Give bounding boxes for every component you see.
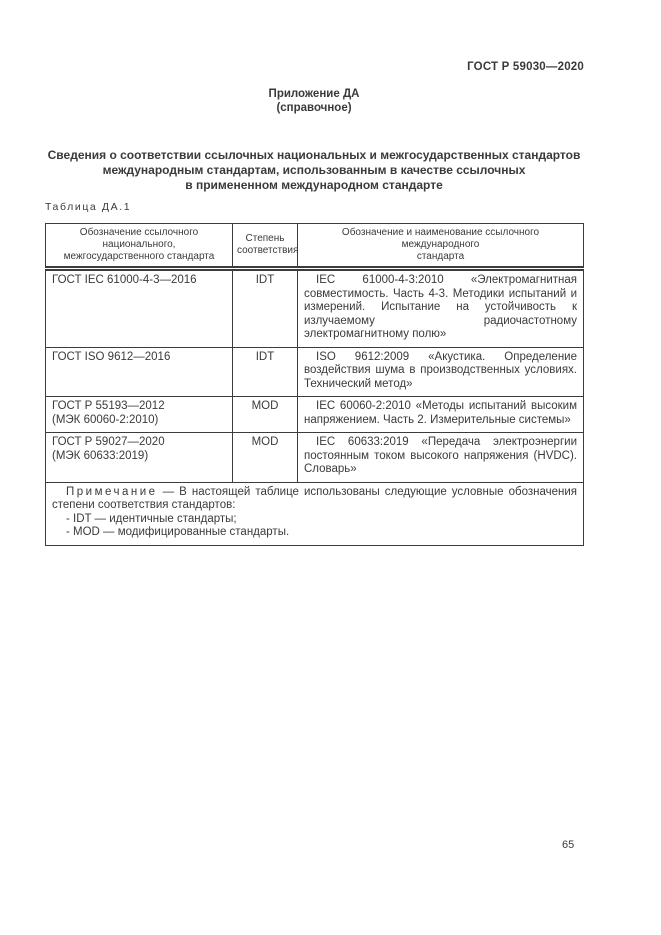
cell-degree: IDT [232,268,298,348]
appendix-heading: Приложение ДА (справочное) [45,87,583,115]
table-label: Таблица ДА.1 [45,201,132,213]
cell-international: ISO 9612:2009 «Акустика. Определение воз… [297,346,584,397]
appendix-subtitle: (справочное) [276,102,352,114]
table-row: ГОСТ Р 55193—2012 (МЭК 60060-2:2010) MOD I… [45,396,584,433]
note-items: - IDT — идентичные стандарты; - MOD — мод… [52,513,577,540]
cell-degree: MOD [232,396,298,433]
cell-degree: IDT [232,346,298,397]
cell-degree: MOD [232,432,298,483]
table-row: ГОСТ ISO 9612—2016 IDT ISO 9612:2009 «Акус… [45,346,584,397]
note-item: - IDT — идентичные стандарты; [66,512,237,525]
note-item: - MOD — модифицированные стандарты. [66,526,290,538]
column-header-national: Обозначение ссылочного национального, ме… [45,223,233,271]
correspondence-table: Обозначение ссылочного национального, ме… [45,223,584,546]
table-body: ГОСТ IEC 61000-4-3—2016 IDT IEC 61000-4-3:… [45,268,584,483]
page-number: 65 [562,839,575,851]
running-head: ГОСТ Р 59030—2020 [467,61,584,73]
cell-national: ГОСТ Р 59027—2020 (МЭК 60633:2019) [45,432,233,483]
table-footer: Примечание — В настоящей таблице использ… [45,481,584,546]
cell-international: IEC 60633:2019 «Передача электроэнергии … [297,432,584,483]
cell-national: ГОСТ ISO 9612—2016 [45,346,233,397]
note-row: Примечание — В настоящей таблице использ… [45,481,584,546]
note-label: Примечание [66,485,158,498]
cell-national: ГОСТ IEC 61000-4-3—2016 [45,268,233,348]
cell-international: IEC 61000-4-3:2010 «Электромагнитная сов… [297,268,584,348]
appendix-title: Приложение ДА [268,88,360,100]
cell-international: IEC 60060-2:2010 «Методы испытаний высок… [297,396,584,433]
table-header: Обозначение ссылочного национального, ме… [45,223,584,271]
note-text: — В настоящей таблице использованы следу… [52,485,577,512]
column-header-degree: Степень соответствия [232,223,298,271]
table-row: ГОСТ Р 59027—2020 (МЭК 60633:2019) MOD IEC… [45,432,584,483]
section-title: Сведения о соответствии ссылочных национ… [47,148,581,192]
column-header-international: Обозначение и наименование ссылочного ме… [297,223,584,271]
table-header-row: Обозначение ссылочного национального, ме… [45,223,584,271]
note-paragraph: Примечание — В настоящей таблице использ… [52,486,577,513]
table-row: ГОСТ IEC 61000-4-3—2016 IDT IEC 61000-4-3:… [45,268,584,348]
cell-national: ГОСТ Р 55193—2012 (МЭК 60060-2:2010) [45,396,233,433]
note-cell: Примечание — В настоящей таблице использ… [45,481,584,546]
